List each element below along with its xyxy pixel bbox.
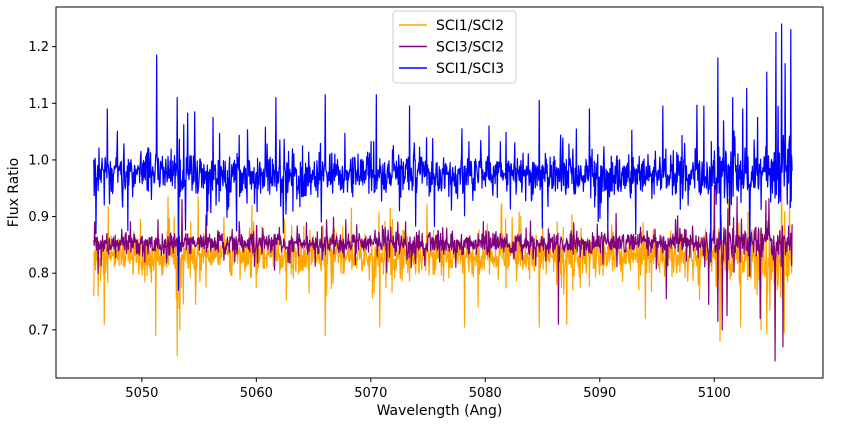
x-tick-label: 5060: [240, 386, 273, 401]
y-tick-label: 1.1: [28, 97, 49, 112]
series-line-3: [93, 23, 793, 291]
x-tick-label: 5050: [125, 386, 158, 401]
series-layer: [93, 23, 793, 362]
x-axis-label: Wavelength (Ang): [377, 403, 503, 419]
legend: SCI1/SCI2 SCI3/SCI2 SCI1/SCI3: [392, 10, 517, 84]
legend-label: SCI3/SCI2: [436, 40, 504, 56]
y-axis-label: Flux Ratio: [6, 158, 22, 228]
x-tick-label: 5090: [583, 386, 616, 401]
legend-label: SCI1/SCI3: [436, 61, 504, 77]
series-line-1: [93, 170, 793, 356]
series-line-2: [93, 184, 793, 362]
legend-box: [392, 10, 517, 84]
y-tick-label: 1.0: [28, 153, 49, 168]
x-tick-label: 5100: [698, 386, 731, 401]
plot-frame: [55, 6, 824, 379]
y-tick-label: 1.2: [28, 40, 49, 55]
x-axis: 5050 5060 5070 5080 5090 5100: [125, 378, 731, 401]
y-axis: 0.7 0.8 0.9 1.0 1.1 1.2: [28, 40, 56, 338]
y-tick-label: 0.7: [28, 323, 49, 338]
legend-label: SCI1/SCI2: [436, 18, 504, 34]
x-tick-label: 5070: [354, 386, 387, 401]
x-tick-label: 5080: [469, 386, 502, 401]
y-tick-label: 0.9: [28, 210, 49, 225]
y-tick-label: 0.8: [28, 267, 49, 282]
